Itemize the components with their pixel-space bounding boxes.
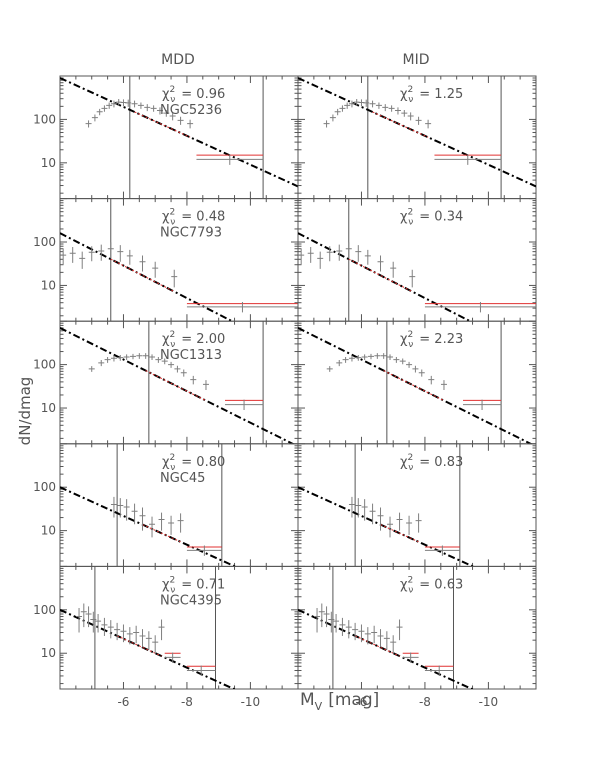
- model-overlay: [142, 524, 181, 543]
- x-tick-label: -10: [241, 695, 261, 709]
- y-tick-label: 100: [33, 480, 56, 494]
- panel-frame: [59, 320, 299, 445]
- chi2-label: χ2 ν = 0.71: [162, 575, 225, 595]
- panel-frame: [59, 443, 299, 567]
- y-tick-label: 100: [33, 358, 56, 372]
- panel-body: [298, 76, 536, 199]
- chi2-label: χ2 ν = 0.63: [400, 575, 463, 595]
- panel-mid-4: χ2 ν = 0.83: [297, 443, 537, 567]
- x-axis-label-main: M: [300, 690, 315, 710]
- fit-line: [298, 232, 473, 322]
- model-overlay: [380, 524, 419, 543]
- y-tick-label: 10: [41, 524, 56, 538]
- model-overlay: [116, 635, 162, 657]
- chi2-label: χ2 ν = 0.83: [400, 453, 463, 473]
- panel-body: [298, 566, 475, 690]
- panel-frame: [59, 565, 299, 690]
- panel-body: [60, 198, 298, 322]
- model-overlay: [383, 370, 445, 402]
- fit-line: [298, 608, 475, 690]
- column-title-mid: MID: [403, 52, 430, 68]
- panel-body: [298, 321, 533, 444]
- fit-line: [60, 327, 295, 444]
- y-tick-label: 10: [41, 646, 56, 660]
- galaxy-name-label: NGC7793: [160, 226, 222, 241]
- panel-mid-2: χ2 ν = 0.34: [297, 198, 537, 322]
- panel-mid-5: -6 -8 -10 χ2 ν = 0.63: [297, 565, 537, 709]
- chi2-label: χ2 ν = 0.34: [400, 208, 463, 228]
- y-tick-label: 100: [33, 112, 56, 126]
- panel-frame: [297, 198, 537, 322]
- x-tick-label: -8: [419, 695, 431, 709]
- y-tick-label: 100: [33, 603, 56, 617]
- fit-line: [298, 327, 533, 444]
- panel-frame: [297, 75, 537, 200]
- y-tick-label: 10: [41, 401, 56, 415]
- column-title-mdd: MDD: [161, 52, 195, 68]
- chi2-label: χ2 ν = 2.00: [162, 330, 225, 350]
- x-tick-label: -6: [117, 695, 129, 709]
- y-tick-label: 100: [33, 235, 56, 249]
- chi2-label: χ2 ν = 0.48: [162, 208, 225, 228]
- panel-body: [298, 198, 536, 322]
- fit-line: [60, 232, 235, 322]
- x-axis-label-sub: V: [315, 700, 323, 713]
- x-axis-label: MV [mag]: [300, 690, 379, 713]
- panel-body: [60, 321, 295, 444]
- y-tick-label: 10: [41, 156, 56, 170]
- x-tick-label: -6: [355, 695, 367, 709]
- model-overlay: [354, 635, 400, 657]
- panel-mid-1: χ2 ν = 1.25: [297, 75, 537, 200]
- chi2-label: χ2 ν = 0.96: [162, 85, 225, 105]
- panel-body: [298, 443, 476, 567]
- x-tick-label: -10: [479, 695, 499, 709]
- y-axis-label: dN/dmag: [16, 377, 34, 446]
- galaxy-name-label: NGC45: [160, 471, 205, 486]
- x-axis-label-unit: [mag]: [328, 690, 379, 710]
- galaxy-name-label: NGC5236: [160, 103, 222, 118]
- panel-frame: [297, 443, 537, 567]
- chi2-label: χ2 ν = 2.23: [400, 330, 463, 350]
- panel-body: [60, 566, 237, 690]
- galaxy-name-label: NGC4395: [160, 593, 222, 608]
- panel-frame: [59, 75, 299, 200]
- panel-frame: [297, 320, 537, 445]
- galaxy-name-label: NGC1313: [160, 348, 222, 363]
- y-tick-label: 10: [41, 278, 56, 292]
- chi2-label: χ2 ν = 0.80: [162, 453, 225, 473]
- panel-frame: [59, 198, 299, 322]
- panel-frame: [297, 565, 537, 690]
- model-overlay: [145, 370, 207, 402]
- x-tick-label: -8: [181, 695, 193, 709]
- panel-body: [60, 76, 298, 199]
- panel-body: [60, 443, 238, 567]
- fit-line: [60, 608, 237, 690]
- chi2-label: χ2 ν = 1.25: [400, 85, 463, 105]
- panel-mid-3: χ2 ν = 2.23: [297, 320, 537, 445]
